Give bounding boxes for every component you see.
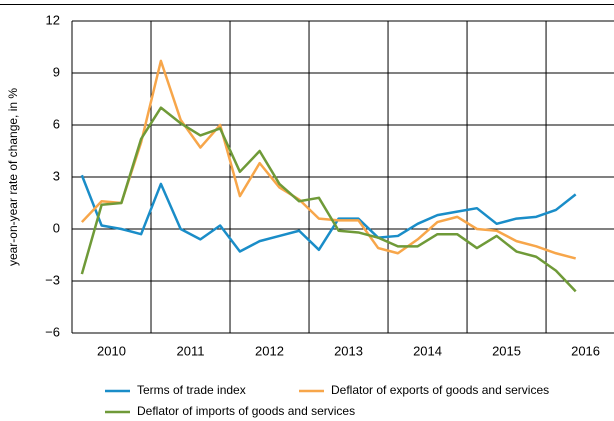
series-line <box>80 174 577 253</box>
y-tick-label: 12 <box>46 12 60 27</box>
x-tick-label: 2012 <box>255 343 284 358</box>
series-line <box>80 59 576 260</box>
x-tick-label: 2013 <box>334 343 363 358</box>
y-tick-label: −3 <box>45 272 60 287</box>
y-tick-label: 3 <box>53 168 60 183</box>
series-line <box>80 106 577 293</box>
x-tick-label: 2014 <box>413 343 442 358</box>
legend-label: Deflator of imports of goods and service… <box>137 404 355 418</box>
legend-label: Deflator of exports of goods and service… <box>331 383 549 397</box>
x-tick-label: 2011 <box>177 343 205 358</box>
y-axis-label: year-on-year rate of change, in % <box>6 88 20 266</box>
x-tick-label: 2015 <box>492 343 521 358</box>
x-tick-label: 2016 <box>571 343 600 358</box>
y-tick-label: 9 <box>53 64 60 79</box>
y-tick-label: −6 <box>45 324 60 339</box>
x-tick-label: 2010 <box>97 343 126 358</box>
y-tick-label: 0 <box>53 220 60 235</box>
y-tick-label: 6 <box>53 116 60 131</box>
legend-label: Terms of trade index <box>137 383 246 397</box>
